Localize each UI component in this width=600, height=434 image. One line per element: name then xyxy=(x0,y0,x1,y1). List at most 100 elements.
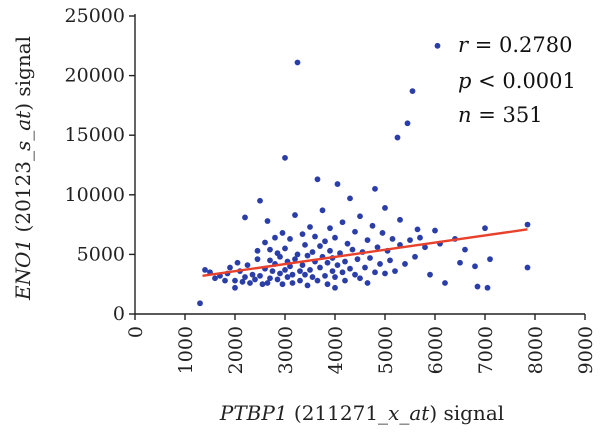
data-point xyxy=(357,275,363,282)
data-point xyxy=(267,246,273,253)
data-point xyxy=(524,221,531,228)
data-point xyxy=(304,282,311,289)
data-point xyxy=(402,261,408,267)
data-point xyxy=(282,245,288,252)
x-axis-title: PTBP1 (211271_x_at) signal xyxy=(219,401,504,425)
data-point xyxy=(269,268,276,274)
data-point xyxy=(352,271,358,278)
data-point xyxy=(327,247,333,254)
x-tick-label: 7000 xyxy=(475,326,497,374)
data-point xyxy=(299,231,306,238)
data-point xyxy=(487,256,493,263)
data-point xyxy=(337,250,343,257)
data-point xyxy=(317,243,323,249)
data-point xyxy=(314,176,321,183)
data-point xyxy=(329,268,336,274)
data-point xyxy=(322,238,328,245)
data-point xyxy=(387,257,393,264)
data-point xyxy=(247,280,253,286)
data-point xyxy=(222,277,228,284)
x-tick-label: 5000 xyxy=(375,326,397,374)
data-point xyxy=(294,251,301,258)
data-point xyxy=(297,268,303,274)
data-point xyxy=(362,264,368,271)
x-tick-label: 9000 xyxy=(575,326,597,374)
data-point xyxy=(282,266,288,273)
data-point xyxy=(409,88,416,94)
data-point xyxy=(309,274,316,280)
data-point xyxy=(259,281,266,288)
data-point xyxy=(382,270,388,277)
data-point xyxy=(342,258,348,265)
data-point xyxy=(357,213,363,220)
data-point xyxy=(327,225,333,232)
data-point xyxy=(227,264,233,271)
x-axis-ticks: 0 1000 2000 3000 4000 5000 6000 7000 8000 9000 xyxy=(125,314,597,374)
data-point xyxy=(369,222,376,229)
trend-line xyxy=(202,228,528,278)
data-point xyxy=(322,272,328,279)
data-point xyxy=(242,214,248,221)
data-point xyxy=(282,154,288,161)
data-point xyxy=(414,226,421,233)
data-point xyxy=(394,134,401,141)
data-point xyxy=(312,233,318,240)
x-tick-label: 2000 xyxy=(225,326,247,374)
data-point xyxy=(377,261,383,267)
y-tick-label: 20000 xyxy=(65,65,125,87)
data-point xyxy=(367,255,373,261)
data-point xyxy=(234,259,241,266)
data-point xyxy=(374,244,381,251)
x-tick-label: 1000 xyxy=(175,326,197,374)
data-point xyxy=(334,181,341,187)
data-point xyxy=(304,252,311,259)
data-point xyxy=(287,236,293,242)
data-point xyxy=(319,207,326,214)
data-point xyxy=(524,264,531,271)
data-point xyxy=(264,280,271,286)
data-point xyxy=(347,195,353,202)
data-point xyxy=(372,269,378,276)
annotation-n: n = 351 xyxy=(458,103,543,127)
x-tick-label: 8000 xyxy=(525,326,547,374)
y-axis-title: ENO1 (20123_s_at) signal xyxy=(11,36,35,301)
data-point xyxy=(292,256,298,263)
data-point xyxy=(307,224,313,230)
data-point xyxy=(474,283,481,290)
data-point xyxy=(472,263,478,270)
data-point xyxy=(432,227,438,234)
data-point xyxy=(252,276,258,283)
data-point xyxy=(284,274,291,280)
data-point xyxy=(257,272,263,279)
data-point xyxy=(392,268,398,274)
data-point xyxy=(484,284,491,291)
data-point xyxy=(274,276,281,283)
data-point xyxy=(302,271,308,278)
data-point xyxy=(317,264,323,271)
data-point xyxy=(279,281,286,288)
data-point xyxy=(427,271,433,278)
data-point xyxy=(264,218,271,224)
data-point xyxy=(297,277,303,284)
annotation-p: p < 0.0001 xyxy=(458,69,576,93)
data-point xyxy=(332,274,338,280)
data-point xyxy=(372,185,378,192)
data-point xyxy=(434,42,441,49)
data-point xyxy=(239,278,246,285)
y-tick-label: 10000 xyxy=(65,184,125,206)
data-point xyxy=(417,234,423,241)
data-point xyxy=(254,256,261,263)
data-point xyxy=(422,244,428,251)
y-tick-label: 25000 xyxy=(65,5,125,27)
data-point xyxy=(382,205,388,211)
data-points xyxy=(197,42,531,307)
x-tick-label: 6000 xyxy=(425,326,447,374)
data-point xyxy=(347,265,353,272)
data-point xyxy=(299,262,306,269)
data-point xyxy=(277,253,283,260)
data-point xyxy=(379,230,386,236)
data-point xyxy=(302,241,308,248)
data-point xyxy=(309,249,316,255)
data-point xyxy=(442,280,448,286)
data-point xyxy=(262,239,268,246)
